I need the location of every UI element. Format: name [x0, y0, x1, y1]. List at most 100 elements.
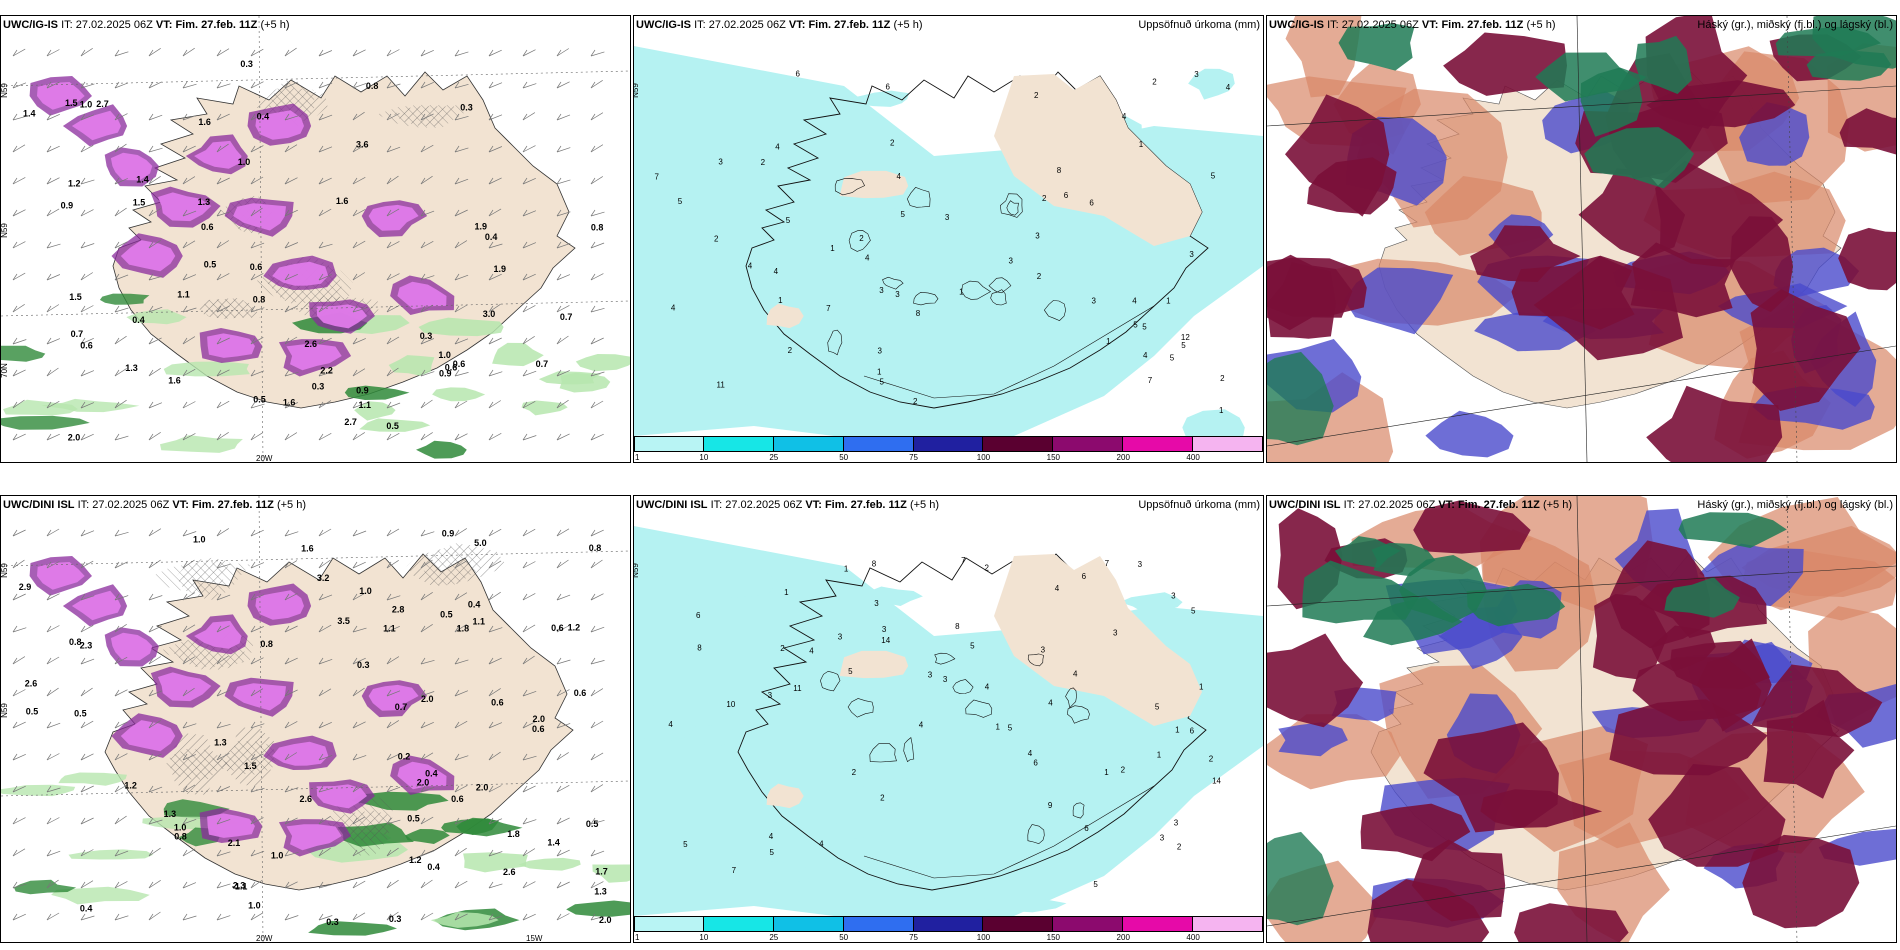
value-label: 2 [1152, 78, 1157, 87]
precip-area [841, 215, 923, 270]
wind-barb [12, 689, 26, 697]
value-label: 7 [1148, 376, 1153, 385]
wind-barb [250, 207, 263, 217]
wind-barb [250, 562, 265, 569]
value-label: 0.8 [260, 639, 273, 649]
wind-barb [590, 819, 605, 825]
wind-barb [182, 531, 197, 537]
cloud-high [1411, 839, 1506, 922]
wind-barb [420, 879, 433, 889]
wind-barb [284, 81, 298, 89]
wind-barb [590, 307, 605, 313]
wind-barb [488, 883, 503, 889]
wind-barb [454, 83, 469, 89]
value-label: 2.0 [68, 433, 81, 443]
wind-barb [590, 144, 604, 153]
wind-barb [250, 817, 264, 825]
wind-barb [420, 850, 435, 857]
wind-barb [250, 81, 264, 89]
contour [882, 276, 904, 290]
cloud-high [1367, 879, 1490, 942]
wind-barb [522, 83, 537, 89]
wind-barb [454, 433, 468, 441]
value-label: 2.8 [392, 605, 405, 615]
wind-barb [556, 659, 571, 665]
cloud-high-thin [1285, 16, 1362, 98]
wind-barb [148, 306, 163, 313]
wind-barb [148, 656, 161, 665]
wind-barb [318, 82, 333, 89]
wind-barb [114, 915, 129, 921]
colorbar-swatch [913, 436, 984, 452]
wind-barb [488, 851, 503, 857]
cloud-high [1630, 242, 1736, 318]
colorbar-tick-label: 100 [976, 453, 991, 462]
wind-barb [318, 787, 333, 793]
wind-barb [114, 784, 128, 793]
rain-band [13, 879, 77, 895]
wind-barb [556, 211, 571, 217]
colorbar-swatch [983, 916, 1054, 932]
wind-barb [488, 657, 502, 665]
value-label: 0.2 [398, 752, 411, 762]
value-label: 0.6 [445, 363, 458, 373]
wind-barb [556, 594, 571, 601]
value-label: 4 [671, 304, 676, 313]
value-label: 0.3 [389, 914, 402, 924]
value-label: 4 [748, 262, 753, 271]
value-label: 4 [865, 254, 870, 263]
wind-barb [216, 563, 231, 569]
wind-barb [590, 529, 604, 537]
lead-time: (+5 h) [276, 499, 306, 511]
wind-barb [590, 720, 604, 729]
value-label: 3 [1035, 232, 1040, 241]
wind-barb [182, 115, 197, 121]
wind-barb [556, 723, 571, 729]
wind-barb [488, 303, 501, 313]
wind-barb [556, 528, 570, 537]
wind-barb [420, 752, 434, 761]
value-label: 5 [1142, 323, 1147, 332]
wind-barb [386, 879, 399, 889]
wind-barb [114, 207, 127, 217]
wind-barb [250, 626, 264, 633]
wind-barb [80, 402, 95, 409]
wind-barb [420, 691, 435, 697]
wind-barb [556, 752, 569, 761]
cloud-high [1307, 157, 1397, 215]
wind-barb [556, 559, 569, 569]
value-label: 2 [714, 235, 719, 244]
colorbar-tick-label: 25 [769, 933, 779, 942]
wind-barb [522, 273, 536, 281]
wind-barb [352, 338, 366, 345]
value-label: 14 [881, 636, 890, 645]
wind-barb [318, 371, 333, 377]
wind-barb [12, 817, 26, 825]
value-label: 4 [1073, 670, 1078, 679]
wind-barb [46, 687, 59, 697]
value-label: 1.1 [177, 290, 190, 300]
wind-barb [12, 883, 27, 889]
wind-barb [12, 721, 26, 729]
wind-barb [12, 177, 26, 185]
wind-barb [12, 209, 26, 217]
colorbar-tick-label: 100 [976, 933, 991, 942]
rain-band [1, 784, 76, 797]
wind-barb [386, 241, 400, 249]
colorbar-swatch [1123, 436, 1194, 452]
wind-barb [318, 114, 333, 121]
contour [1027, 653, 1044, 667]
value-label: 0.5 [386, 421, 399, 431]
value-label: 0.8 [589, 543, 602, 553]
wind-barb [454, 372, 469, 377]
panel-field-title: Háský (gr.), miðský (fj.bl.) og lágský (… [1697, 499, 1893, 511]
value-label: 0.4 [257, 111, 270, 121]
wind-barb [488, 528, 502, 537]
snow-band [110, 152, 153, 181]
wind-barb [114, 815, 127, 825]
wind-barb [80, 83, 95, 89]
wind-barb [114, 753, 128, 761]
wind-barb [12, 272, 26, 281]
wind-barb [12, 656, 26, 665]
value-label: 12 [1181, 333, 1190, 342]
